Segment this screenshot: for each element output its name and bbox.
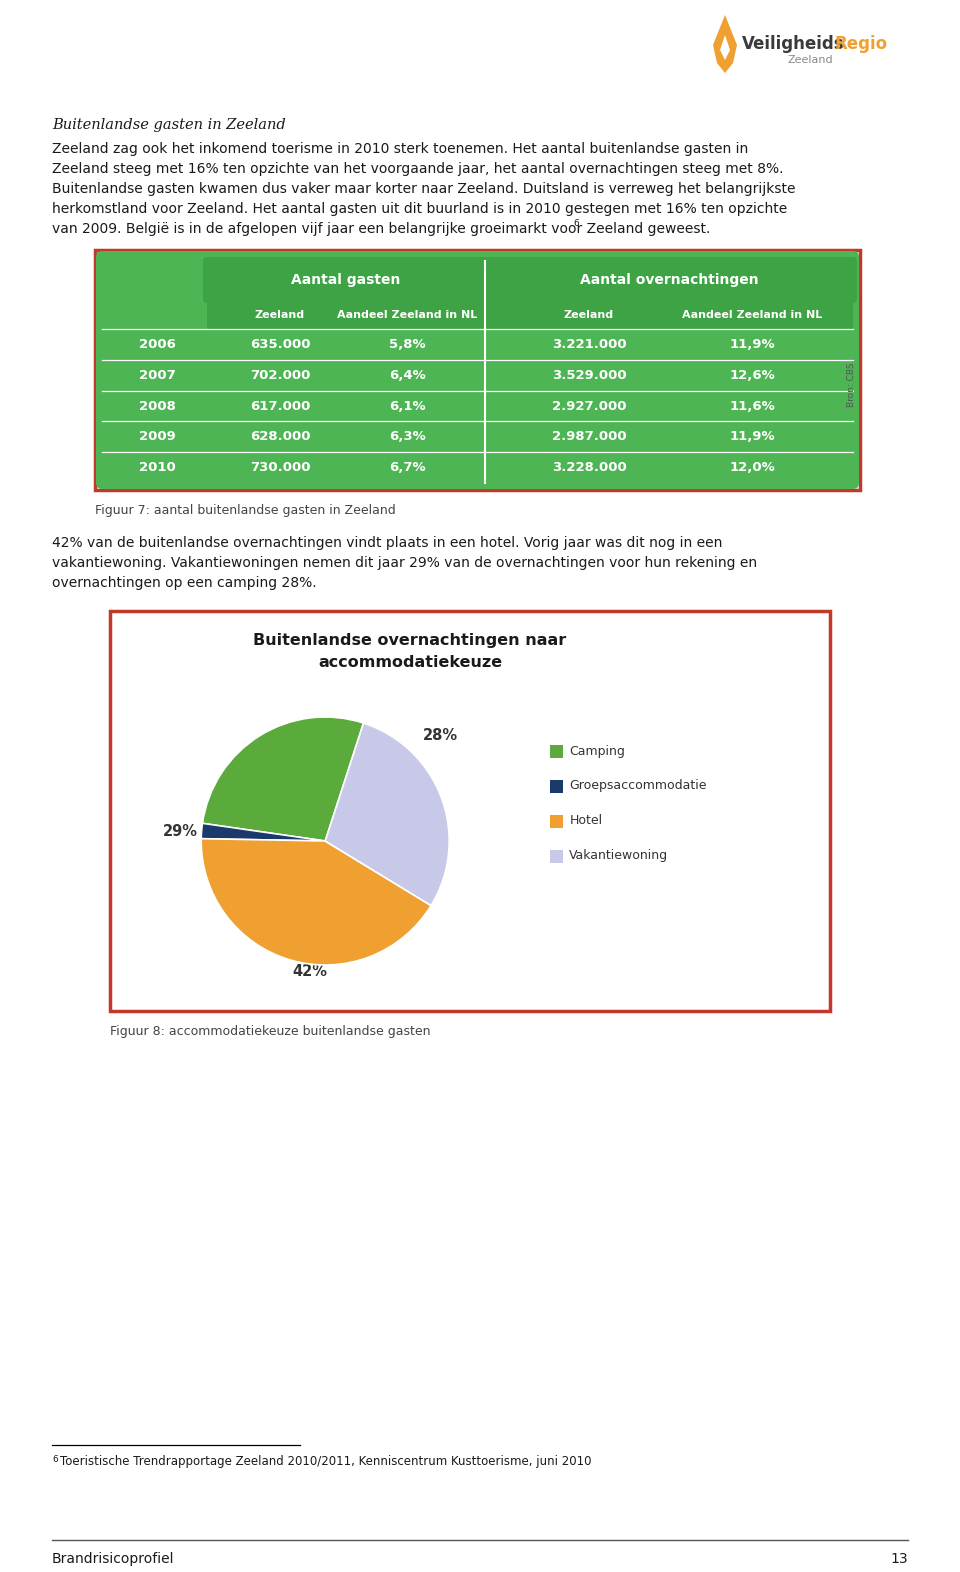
Wedge shape	[202, 839, 431, 965]
Text: Figuur 8: accommodatiekeuze buitenlandse gasten: Figuur 8: accommodatiekeuze buitenlandse…	[110, 1025, 430, 1038]
Text: 3.228.000: 3.228.000	[552, 461, 626, 475]
Text: 2006: 2006	[138, 338, 176, 351]
Text: 2010: 2010	[138, 461, 176, 475]
Text: vakantiewoning. Vakantiewoningen nemen dit jaar 29% van de overnachtingen voor h: vakantiewoning. Vakantiewoningen nemen d…	[52, 556, 757, 571]
Text: 12,6%: 12,6%	[730, 369, 775, 382]
Bar	[207, 300, 853, 329]
Text: Camping: Camping	[569, 745, 625, 758]
Bar	[550, 849, 564, 863]
Bar	[102, 329, 853, 360]
Text: Bron: CBS: Bron: CBS	[848, 363, 856, 407]
Text: Regio: Regio	[835, 35, 888, 53]
Bar	[550, 814, 564, 827]
Text: 617.000: 617.000	[250, 399, 310, 412]
Text: 5,8%: 5,8%	[389, 338, 425, 351]
FancyBboxPatch shape	[96, 252, 859, 489]
Wedge shape	[202, 824, 325, 841]
Text: Zeeland: Zeeland	[564, 310, 614, 321]
Text: 42% van de buitenlandse overnachtingen vindt plaats in een hotel. Vorig jaar was: 42% van de buitenlandse overnachtingen v…	[52, 536, 722, 550]
Text: 6,4%: 6,4%	[389, 369, 425, 382]
Text: 635.000: 635.000	[250, 338, 310, 351]
Text: 702.000: 702.000	[250, 369, 310, 382]
Text: 2.927.000: 2.927.000	[552, 399, 626, 412]
Text: Figuur 7: aantal buitenlandse gasten in Zeeland: Figuur 7: aantal buitenlandse gasten in …	[95, 505, 396, 517]
Text: Aandeel Zeeland in NL: Aandeel Zeeland in NL	[682, 310, 822, 321]
Text: accommodatiekeuze: accommodatiekeuze	[318, 656, 502, 670]
Text: 2009: 2009	[138, 431, 176, 443]
Text: Aandeel Zeeland in NL: Aandeel Zeeland in NL	[337, 310, 477, 321]
Bar	[102, 453, 853, 483]
Bar	[102, 390, 853, 421]
Text: Buitenlandse gasten in Zeeland: Buitenlandse gasten in Zeeland	[52, 118, 286, 132]
Text: Zeeland: Zeeland	[787, 55, 832, 64]
Text: 28%: 28%	[422, 728, 458, 744]
Polygon shape	[713, 16, 737, 72]
Text: 6,1%: 6,1%	[389, 399, 425, 412]
Text: 11,6%: 11,6%	[730, 399, 775, 412]
Bar	[102, 421, 853, 453]
Text: Buitenlandse gasten kwamen dus vaker maar korter naar Zeeland. Duitsland is verr: Buitenlandse gasten kwamen dus vaker maa…	[52, 182, 796, 196]
Text: 2007: 2007	[138, 369, 176, 382]
Text: 3.529.000: 3.529.000	[552, 369, 626, 382]
Wedge shape	[325, 723, 449, 905]
Text: Brandrisicoprofiel: Brandrisicoprofiel	[52, 1552, 175, 1566]
Text: 6: 6	[52, 1456, 58, 1464]
Text: Veiligheids: Veiligheids	[742, 35, 845, 53]
FancyBboxPatch shape	[203, 256, 857, 303]
Text: 42%: 42%	[293, 964, 327, 978]
Text: 628.000: 628.000	[250, 431, 310, 443]
Text: 12,0%: 12,0%	[730, 461, 775, 475]
Text: 2%: 2%	[393, 863, 418, 879]
Text: herkomstland voor Zeeland. Het aantal gasten uit dit buurland is in 2010 gestege: herkomstland voor Zeeland. Het aantal ga…	[52, 201, 787, 215]
Wedge shape	[203, 717, 364, 841]
Bar	[550, 780, 564, 792]
Text: Zeeland steeg met 16% ten opzichte van het voorgaande jaar, het aantal overnacht: Zeeland steeg met 16% ten opzichte van h…	[52, 162, 783, 176]
Text: 2008: 2008	[138, 399, 176, 412]
Text: Zeeland: Zeeland	[255, 310, 305, 321]
Text: 29%: 29%	[162, 824, 198, 838]
Bar	[550, 745, 564, 758]
Text: Buitenlandse overnachtingen naar: Buitenlandse overnachtingen naar	[253, 634, 566, 648]
Text: 6,3%: 6,3%	[389, 431, 425, 443]
Text: van 2009. België is in de afgelopen vijf jaar een belangrijke groeimarkt voor Ze: van 2009. België is in de afgelopen vijf…	[52, 222, 710, 236]
Text: 730.000: 730.000	[250, 461, 310, 475]
Text: 6,7%: 6,7%	[389, 461, 425, 475]
Text: Toeristische Trendrapportage Zeeland 2010/2011, Kenniscentrum Kusttoerisme, juni: Toeristische Trendrapportage Zeeland 201…	[60, 1456, 591, 1468]
Text: Aantal gasten: Aantal gasten	[291, 274, 400, 288]
Text: Aantal overnachtingen: Aantal overnachtingen	[580, 274, 758, 288]
Text: 11,9%: 11,9%	[730, 338, 775, 351]
Text: 13: 13	[890, 1552, 908, 1566]
Text: 11,9%: 11,9%	[730, 431, 775, 443]
Text: 3.221.000: 3.221.000	[552, 338, 626, 351]
Bar	[110, 612, 830, 1011]
Text: 2.987.000: 2.987.000	[552, 431, 626, 443]
Text: Hotel: Hotel	[569, 814, 603, 827]
Bar	[95, 250, 860, 490]
Text: Zeeland zag ook het inkomend toerisme in 2010 sterk toenemen. Het aantal buitenl: Zeeland zag ook het inkomend toerisme in…	[52, 141, 748, 156]
Text: Vakantiewoning: Vakantiewoning	[569, 849, 668, 863]
Bar	[102, 360, 853, 390]
Polygon shape	[720, 35, 730, 60]
Text: Groepsaccommodatie: Groepsaccommodatie	[569, 780, 707, 792]
Text: 6: 6	[574, 219, 580, 228]
Text: overnachtingen op een camping 28%.: overnachtingen op een camping 28%.	[52, 575, 317, 590]
